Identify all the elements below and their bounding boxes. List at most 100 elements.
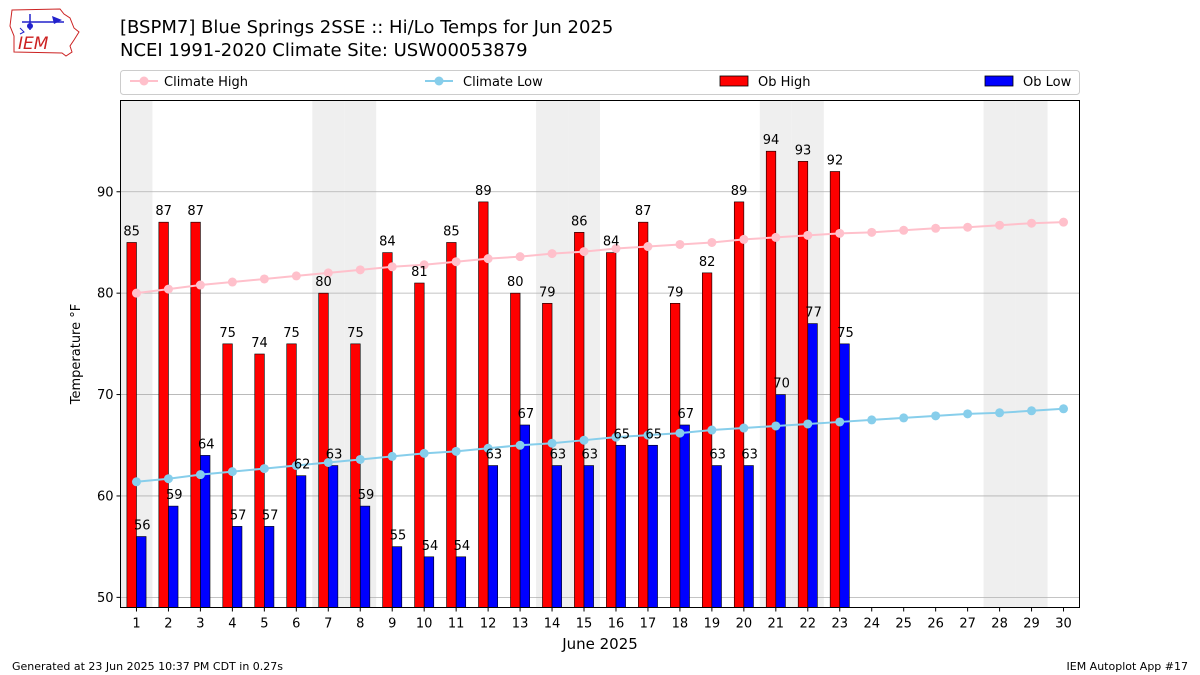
x-tick-label-27: 27 <box>959 617 976 632</box>
ob-high-bar-day-15 <box>574 232 585 608</box>
ob-high-label-day-14: 79 <box>539 285 556 300</box>
climate-low-point-day-9 <box>387 451 397 461</box>
y-tick-label-90: 90 <box>97 185 114 200</box>
climate-high-point-day-11 <box>451 257 461 267</box>
ob-high-label-day-3: 87 <box>187 204 204 219</box>
x-tick-label-13: 13 <box>512 617 529 632</box>
x-tick-label-12: 12 <box>480 617 497 632</box>
bar-labels: 85 56 87 59 87 64 75 57 74 57 75 62 80 63 75 59 84 55 81 54… <box>123 133 853 554</box>
ob-low-label-day-19: 63 <box>709 448 726 463</box>
climate-low-point-day-16 <box>611 432 621 442</box>
climate-high-point-day-1 <box>131 288 141 298</box>
ob-high-label-day-10: 81 <box>411 265 428 280</box>
climate-low-point-day-21 <box>771 421 781 431</box>
ob-high-label-day-13: 80 <box>507 275 524 290</box>
climate-low-point-day-3 <box>195 470 205 480</box>
legend-label-climate-high: Climate High <box>164 75 248 90</box>
ob-low-bar-day-12 <box>487 465 499 608</box>
ob-low-label-day-22: 77 <box>805 306 822 321</box>
ob-low-label-day-16: 65 <box>614 427 631 442</box>
ob-low-bar-day-22 <box>807 323 818 608</box>
ob-low-label-day-3: 64 <box>198 437 215 452</box>
x-tick-label-6: 6 <box>292 617 300 632</box>
climate-low-point-day-1 <box>131 477 141 487</box>
climate-high-point-day-5 <box>259 274 269 284</box>
legend-frame <box>120 70 1080 95</box>
climate-low-point-day-30 <box>1059 404 1069 414</box>
ob-high-label-day-8: 75 <box>347 326 364 341</box>
ob-low-label-day-14: 63 <box>550 448 567 463</box>
climate-high-point-day-20 <box>739 234 749 244</box>
ob-low-bar-day-15 <box>583 465 594 608</box>
climate-lines <box>131 217 1069 487</box>
climate-low-point-day-17 <box>643 430 653 440</box>
legend-label-ob-low: Ob Low <box>1023 75 1072 90</box>
climate-high-point-day-29 <box>1027 218 1037 228</box>
gridlines <box>120 191 1080 598</box>
climate-high-point-day-6 <box>291 271 301 281</box>
ob-low-label-day-5: 57 <box>262 508 279 523</box>
ob-low-bar-day-2 <box>168 505 179 608</box>
x-tick-label-26: 26 <box>927 617 944 632</box>
x-tick-label-30: 30 <box>1055 617 1072 632</box>
ob-high-label-day-11: 85 <box>443 224 460 239</box>
legend: Climate High Climate Low Ob High Ob Low <box>120 70 1080 95</box>
x-tick-label-3: 3 <box>196 617 204 632</box>
chart-subtitle: NCEI 1991-2020 Climate Site: USW00053879 <box>120 40 528 61</box>
ob-low-bar-day-4 <box>232 526 243 608</box>
legend-label-ob-high: Ob High <box>758 75 811 90</box>
climate-low-point-day-15 <box>579 435 589 445</box>
ob-low-bar-day-14 <box>551 465 562 608</box>
x-tick-label-5: 5 <box>260 617 268 632</box>
ob-low-label-day-12: 63 <box>486 448 503 463</box>
climate-high-point-day-3 <box>195 280 205 290</box>
climate-high-point-day-17 <box>643 242 653 252</box>
x-tick-label-1: 1 <box>132 617 140 632</box>
ob-high-bar-day-2 <box>158 221 169 608</box>
climate-low-point-day-13 <box>515 440 525 450</box>
ob-low-bar-day-16 <box>615 444 626 608</box>
ob-high-label-day-23: 92 <box>827 153 844 168</box>
y-tick-label-80: 80 <box>97 287 114 302</box>
y-axis-label: Temperature °F <box>69 304 84 405</box>
ob-high-label-day-22: 93 <box>795 143 812 158</box>
climate-high-point-day-14 <box>547 249 557 259</box>
ob-low-bar-day-1 <box>136 536 147 608</box>
ob-high-label-day-12: 89 <box>475 184 492 199</box>
legend-label-climate-low: Climate Low <box>463 75 543 90</box>
ob-low-bar-day-5 <box>264 526 275 608</box>
y-tick-label-60: 60 <box>97 489 114 504</box>
ob-low-label-day-21: 70 <box>773 377 790 392</box>
ob-low-label-day-2: 59 <box>166 488 183 503</box>
x-tick-label-2: 2 <box>164 617 172 632</box>
climate-high-point-day-15 <box>579 247 589 257</box>
climate-low-point-day-7 <box>323 457 333 467</box>
weekend-band-day-28 <box>983 100 1016 608</box>
climate-high-point-day-21 <box>771 232 781 242</box>
ob-low-bar-day-6 <box>296 475 307 608</box>
ob-low-bar-day-18 <box>679 424 690 608</box>
climate-low-point-day-22 <box>803 419 813 429</box>
ob-low-label-day-17: 65 <box>645 427 662 442</box>
x-tick-label-11: 11 <box>448 617 465 632</box>
ob-high-label-day-9: 84 <box>379 235 396 250</box>
ob-high-label-day-4: 75 <box>219 326 236 341</box>
climate-low-point-day-11 <box>451 446 461 456</box>
climate-high-point-day-27 <box>963 222 973 232</box>
climate-high-point-day-28 <box>995 220 1005 230</box>
ob-low-bar-day-11 <box>455 556 467 608</box>
y-tick-label-70: 70 <box>97 388 114 403</box>
climate-low-point-day-26 <box>931 411 941 421</box>
ob-high-label-day-2: 87 <box>155 204 172 219</box>
plot-frame <box>120 100 1080 608</box>
ob-low-bar-day-19 <box>711 465 722 608</box>
ob-low-label-day-9: 55 <box>390 529 407 544</box>
ob-low-bar-day-23 <box>839 343 850 608</box>
climate-low-point-day-28 <box>995 408 1005 418</box>
climate-low-point-day-29 <box>1027 406 1037 416</box>
legend-item-climate-high: Climate High <box>130 75 248 90</box>
y-tick-label-50: 50 <box>97 591 114 606</box>
climate-high-point-day-4 <box>227 277 237 287</box>
climate-low-point-day-4 <box>227 467 237 477</box>
ob-low-label-day-11: 54 <box>454 539 471 554</box>
